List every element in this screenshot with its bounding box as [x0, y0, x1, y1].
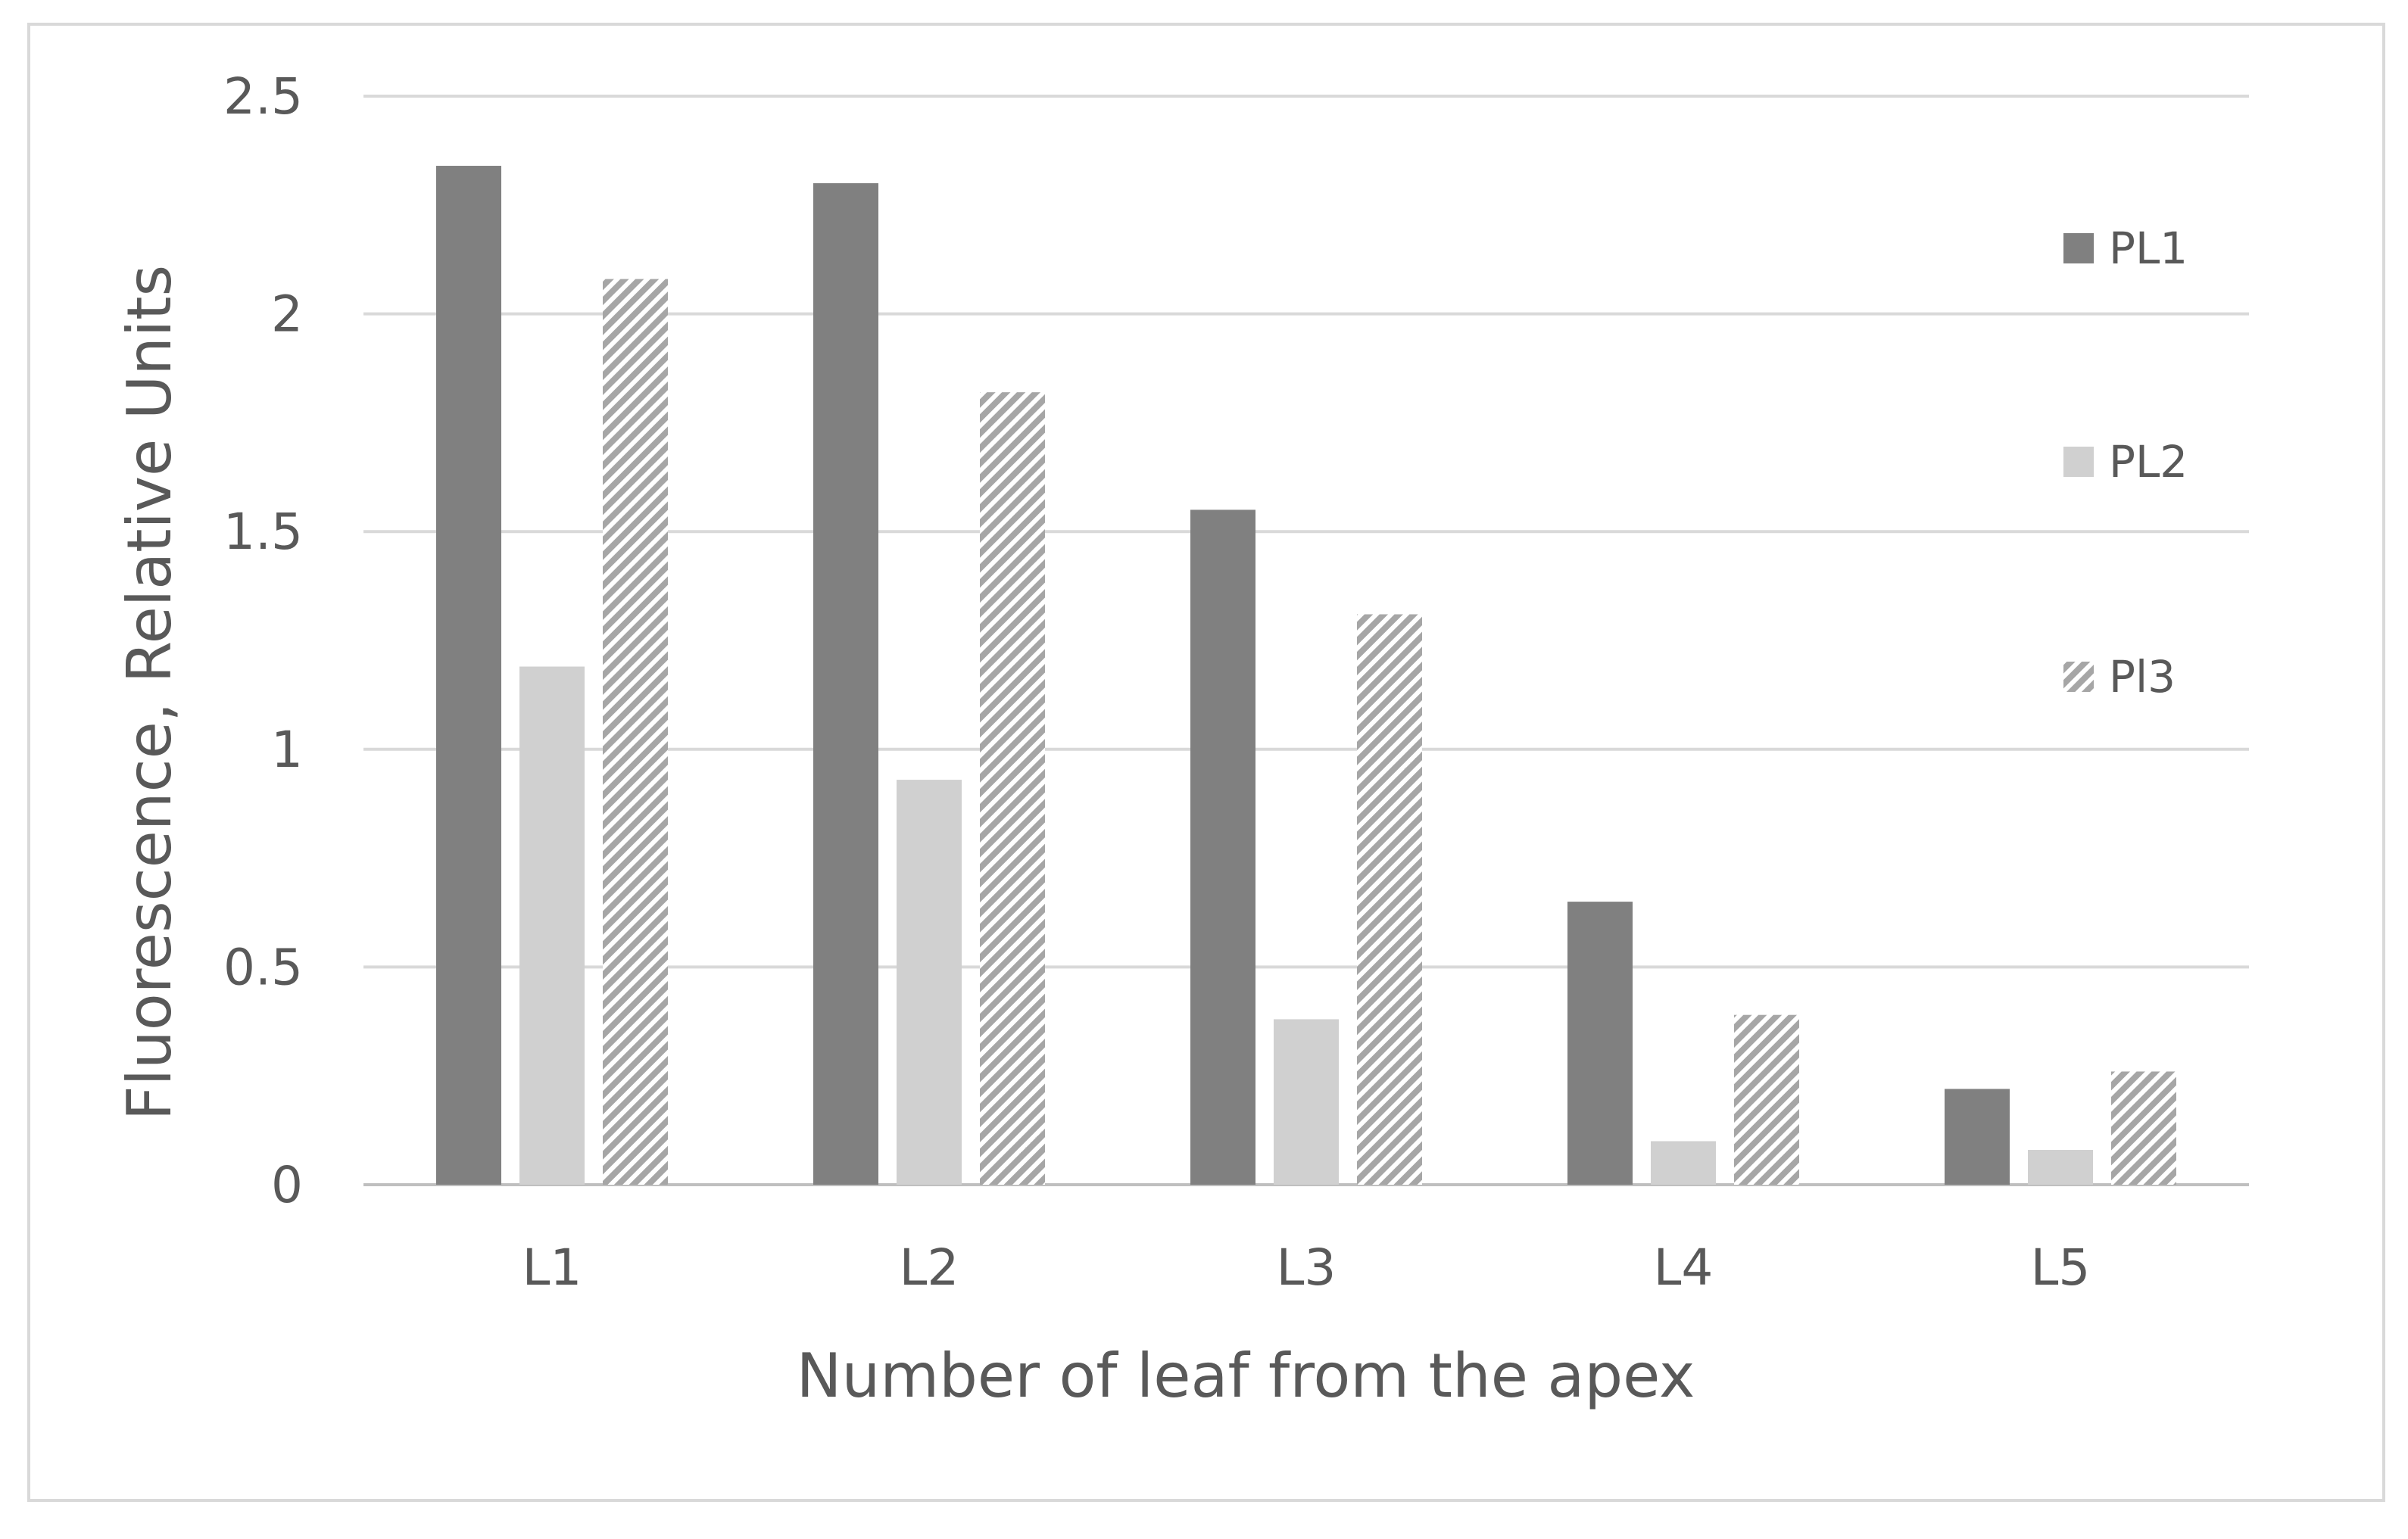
- y-tick-label: 0: [271, 1156, 303, 1214]
- bar-pl1-l5: [1945, 1089, 2010, 1185]
- bar-pl1-l2: [813, 183, 878, 1185]
- bar-pl2-l2: [897, 780, 962, 1185]
- bar-pl2-l3: [1274, 1019, 1339, 1185]
- bar-pl1-l1: [436, 166, 501, 1185]
- x-tick-label: L1: [522, 1238, 582, 1297]
- y-axis-ticks: 0 0.5 1 1.5 2 2.5: [223, 67, 303, 1214]
- y-tick-label: 2: [271, 285, 303, 344]
- bar-pl2-l5: [2028, 1149, 2093, 1185]
- bar-pl3-l2: [980, 392, 1045, 1185]
- y-tick-label: 0.5: [223, 938, 303, 996]
- bar-pl3-l5: [2111, 1071, 2176, 1185]
- x-tick-label: L2: [900, 1238, 959, 1297]
- x-axis-ticks: L1 L2 L3 L4 L5: [522, 1238, 2091, 1297]
- legend-swatch: [2063, 662, 2094, 692]
- gridlines: [363, 95, 2249, 1186]
- legend-label: Pl3: [2109, 651, 2176, 703]
- bar-pl3-l1: [603, 279, 668, 1185]
- bar-pl1-l3: [1190, 509, 1255, 1185]
- y-tick-label: 1.5: [223, 503, 303, 561]
- legend-swatch: [2063, 447, 2094, 477]
- y-tick-label: 1: [271, 721, 303, 779]
- x-tick-label: L5: [2031, 1238, 2091, 1297]
- x-tick-label: L4: [1654, 1238, 1714, 1297]
- bar-pl3-l4: [1734, 1014, 1799, 1185]
- bars: [436, 166, 2176, 1185]
- bar-pl1-l4: [1567, 902, 1633, 1185]
- x-axis-title: Number of leaf from the apex: [797, 1341, 1695, 1411]
- x-tick-label: L3: [1277, 1238, 1337, 1297]
- bar-pl2-l1: [519, 666, 585, 1185]
- legend-label: PL1: [2109, 223, 2188, 274]
- bar-pl2-l4: [1651, 1141, 1716, 1185]
- bar-pl3-l3: [1357, 614, 1422, 1185]
- legend-label: PL2: [2109, 436, 2188, 488]
- y-tick-label: 2.5: [223, 67, 303, 126]
- legend: PL1 PL2 Pl3: [2063, 223, 2188, 703]
- legend-swatch: [2063, 233, 2094, 263]
- y-axis-title: Fluorescence, Relative Units: [114, 265, 185, 1120]
